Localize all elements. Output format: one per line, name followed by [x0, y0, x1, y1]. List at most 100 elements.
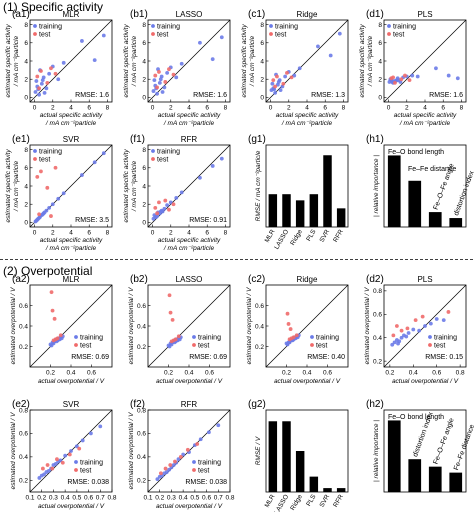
x-category-label: PLS — [305, 493, 318, 508]
x-tick-label: 0.8 — [107, 495, 116, 502]
training-point — [428, 321, 433, 326]
test-point — [178, 454, 183, 459]
bar — [336, 488, 346, 492]
test-point — [413, 318, 418, 323]
training-point — [292, 73, 297, 78]
training-point — [404, 334, 409, 339]
parity-line — [29, 284, 113, 368]
y-tick-label: 0 — [24, 95, 28, 102]
legend-test-label: test — [393, 31, 404, 38]
panel-title: SVR — [63, 400, 80, 409]
training-point — [152, 78, 157, 83]
panel-label: (b2) — [130, 274, 148, 285]
x-category-label: RFR — [332, 493, 345, 508]
x-tick-label: 4 — [423, 105, 427, 112]
training-point — [40, 212, 45, 217]
test-point — [67, 452, 72, 457]
training-point — [162, 85, 167, 90]
test-point — [39, 69, 43, 73]
training-point — [328, 53, 333, 58]
test-point — [291, 335, 296, 340]
panel-title: LASSO — [176, 10, 203, 19]
rmse-label: RMSE: 0.91 — [189, 217, 227, 224]
test-point — [155, 211, 160, 216]
x-tick-label: 8 — [342, 105, 346, 112]
x-tick-label: 0.2 — [46, 370, 55, 377]
legend-test-marker — [310, 343, 314, 347]
legend-training-marker — [428, 335, 432, 339]
panel-label: (h2) — [366, 399, 384, 410]
x-tick-label: 6 — [87, 230, 91, 237]
bar — [428, 466, 442, 492]
training-point — [297, 66, 302, 71]
x-tick-label: 4 — [69, 105, 73, 112]
x-tick-label: 0.5 — [190, 495, 199, 502]
training-point — [171, 463, 176, 467]
y-tick-label: 8 — [24, 147, 28, 154]
panel-title: Ridge — [297, 275, 318, 284]
panel-label: (b1) — [130, 9, 148, 20]
y-axis-unit: / mA cm⁻²particle — [13, 36, 20, 88]
training-point — [58, 458, 63, 463]
x-tick-label: 0.8 — [456, 370, 465, 377]
panel-title: PLS — [417, 10, 432, 19]
x-axis-unit: / mA cm⁻²particle — [163, 245, 215, 252]
test-point — [50, 308, 55, 313]
x-category-label: Ridge — [289, 228, 304, 247]
training-point — [61, 191, 66, 196]
x-axis-label: actual specific activity — [158, 112, 221, 119]
test-point — [285, 311, 290, 316]
training-point — [276, 80, 281, 84]
training-point — [219, 156, 224, 161]
legend-test-label: test — [198, 342, 209, 349]
y-tick-label: 0.8 — [19, 407, 28, 414]
x-category-label: SVR — [318, 228, 331, 243]
training-point — [434, 317, 439, 321]
training-point — [74, 444, 79, 449]
x-tick-label: 4 — [187, 230, 191, 237]
bar — [387, 420, 401, 492]
rmse-label: RMSE: 1.6 — [429, 92, 463, 99]
y-axis-label: RMSE / mA cm⁻²particle — [255, 150, 262, 221]
legend-test-marker — [33, 157, 37, 161]
x-axis-label: actual overpotential / V — [38, 378, 105, 385]
x-axis-unit: / mA cm⁻²particle — [45, 245, 97, 252]
training-point — [47, 205, 52, 210]
x-category-label: RFR — [332, 228, 345, 243]
x-tick-label: 0.1 — [25, 495, 34, 502]
test-point — [167, 207, 171, 212]
legend-training-marker — [387, 24, 391, 28]
legend-training-label: training — [39, 23, 62, 30]
panel-label: (h1) — [366, 134, 384, 145]
test-point — [171, 72, 176, 77]
x-tick-label: 0 — [387, 105, 391, 112]
training-point — [61, 60, 66, 65]
test-point — [170, 317, 175, 322]
test-point — [273, 84, 278, 89]
legend-training-label: training — [275, 23, 298, 30]
y-tick-label: 6 — [24, 165, 28, 172]
test-point — [399, 328, 404, 333]
legend-training-label: training — [80, 334, 103, 341]
training-point — [154, 215, 159, 219]
training-point — [273, 90, 278, 95]
bar — [387, 155, 401, 227]
y-tick-label: 0 — [378, 95, 382, 102]
training-point — [167, 344, 172, 349]
x-tick-label: 0.2 — [155, 495, 164, 502]
x-tick-label: 0.6 — [323, 370, 332, 377]
training-point — [34, 79, 39, 83]
y-tick-label: 0.2 — [373, 358, 382, 365]
x-tick-label: 6 — [205, 105, 209, 112]
legend-test-marker — [74, 343, 78, 347]
rmse-label: RMSE: 1.3 — [311, 92, 345, 99]
x-tick-label: 0.6 — [432, 370, 441, 377]
x-category-label: PLS — [305, 228, 318, 243]
training-point — [394, 78, 399, 83]
training-point — [46, 469, 51, 473]
